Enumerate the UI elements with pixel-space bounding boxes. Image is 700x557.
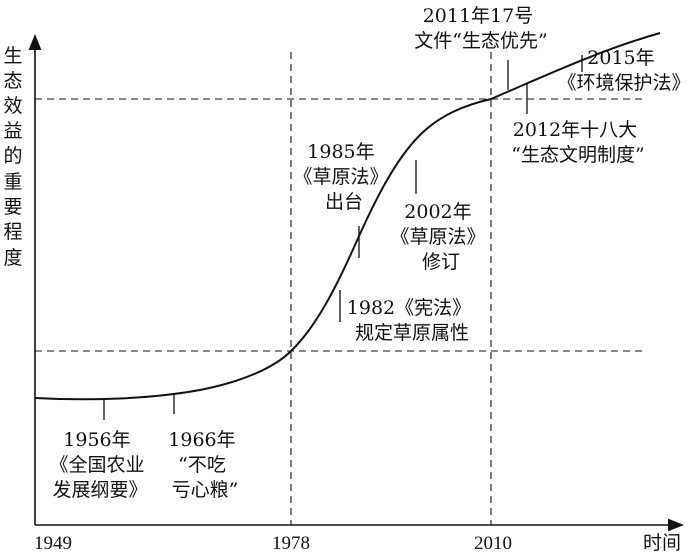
y-axis-label-char: 要 xyxy=(3,196,22,218)
y-axis-label-char: 重 xyxy=(3,171,22,193)
y-axis-label-char: 程 xyxy=(3,221,22,243)
importance-curve xyxy=(34,32,661,401)
y-axis-label-char: 的 xyxy=(3,145,22,167)
x-axis-label: 时间 xyxy=(643,532,681,554)
event-label-1985: 1985年 《草原法》 出台 xyxy=(293,141,394,213)
x-tick-label-1978: 1978 xyxy=(272,533,310,554)
x-tick-label-2010: 2010 xyxy=(474,533,512,554)
y-axis-label-char: 生 xyxy=(3,45,22,67)
event-label-1982: 1982《宪法》 规定草原属性 xyxy=(347,297,477,344)
event-label-1966: 1966年 “不吃 亏心粮” xyxy=(168,429,241,501)
y-axis-label-char: 度 xyxy=(3,247,22,269)
x-tick-label-1949: 1949 xyxy=(34,533,72,554)
event-label-2002: 2002年 《草原法》 修订 xyxy=(390,201,491,273)
y-axis-label-char: 态 xyxy=(3,70,22,92)
event-label-2015: 2015年 《环境保护法》 xyxy=(557,47,690,94)
y-axis-label-char: 效 xyxy=(3,95,22,117)
y-axis-label-char: 益 xyxy=(3,120,22,142)
event-label-2012: 2012年十八大 “生态文明制度” xyxy=(511,119,644,166)
event-label-2011: 2011年17号 文件“生态优先” xyxy=(414,5,547,52)
event-label-1956: 1956年 《全国农业 发展纲要》 xyxy=(49,429,150,501)
